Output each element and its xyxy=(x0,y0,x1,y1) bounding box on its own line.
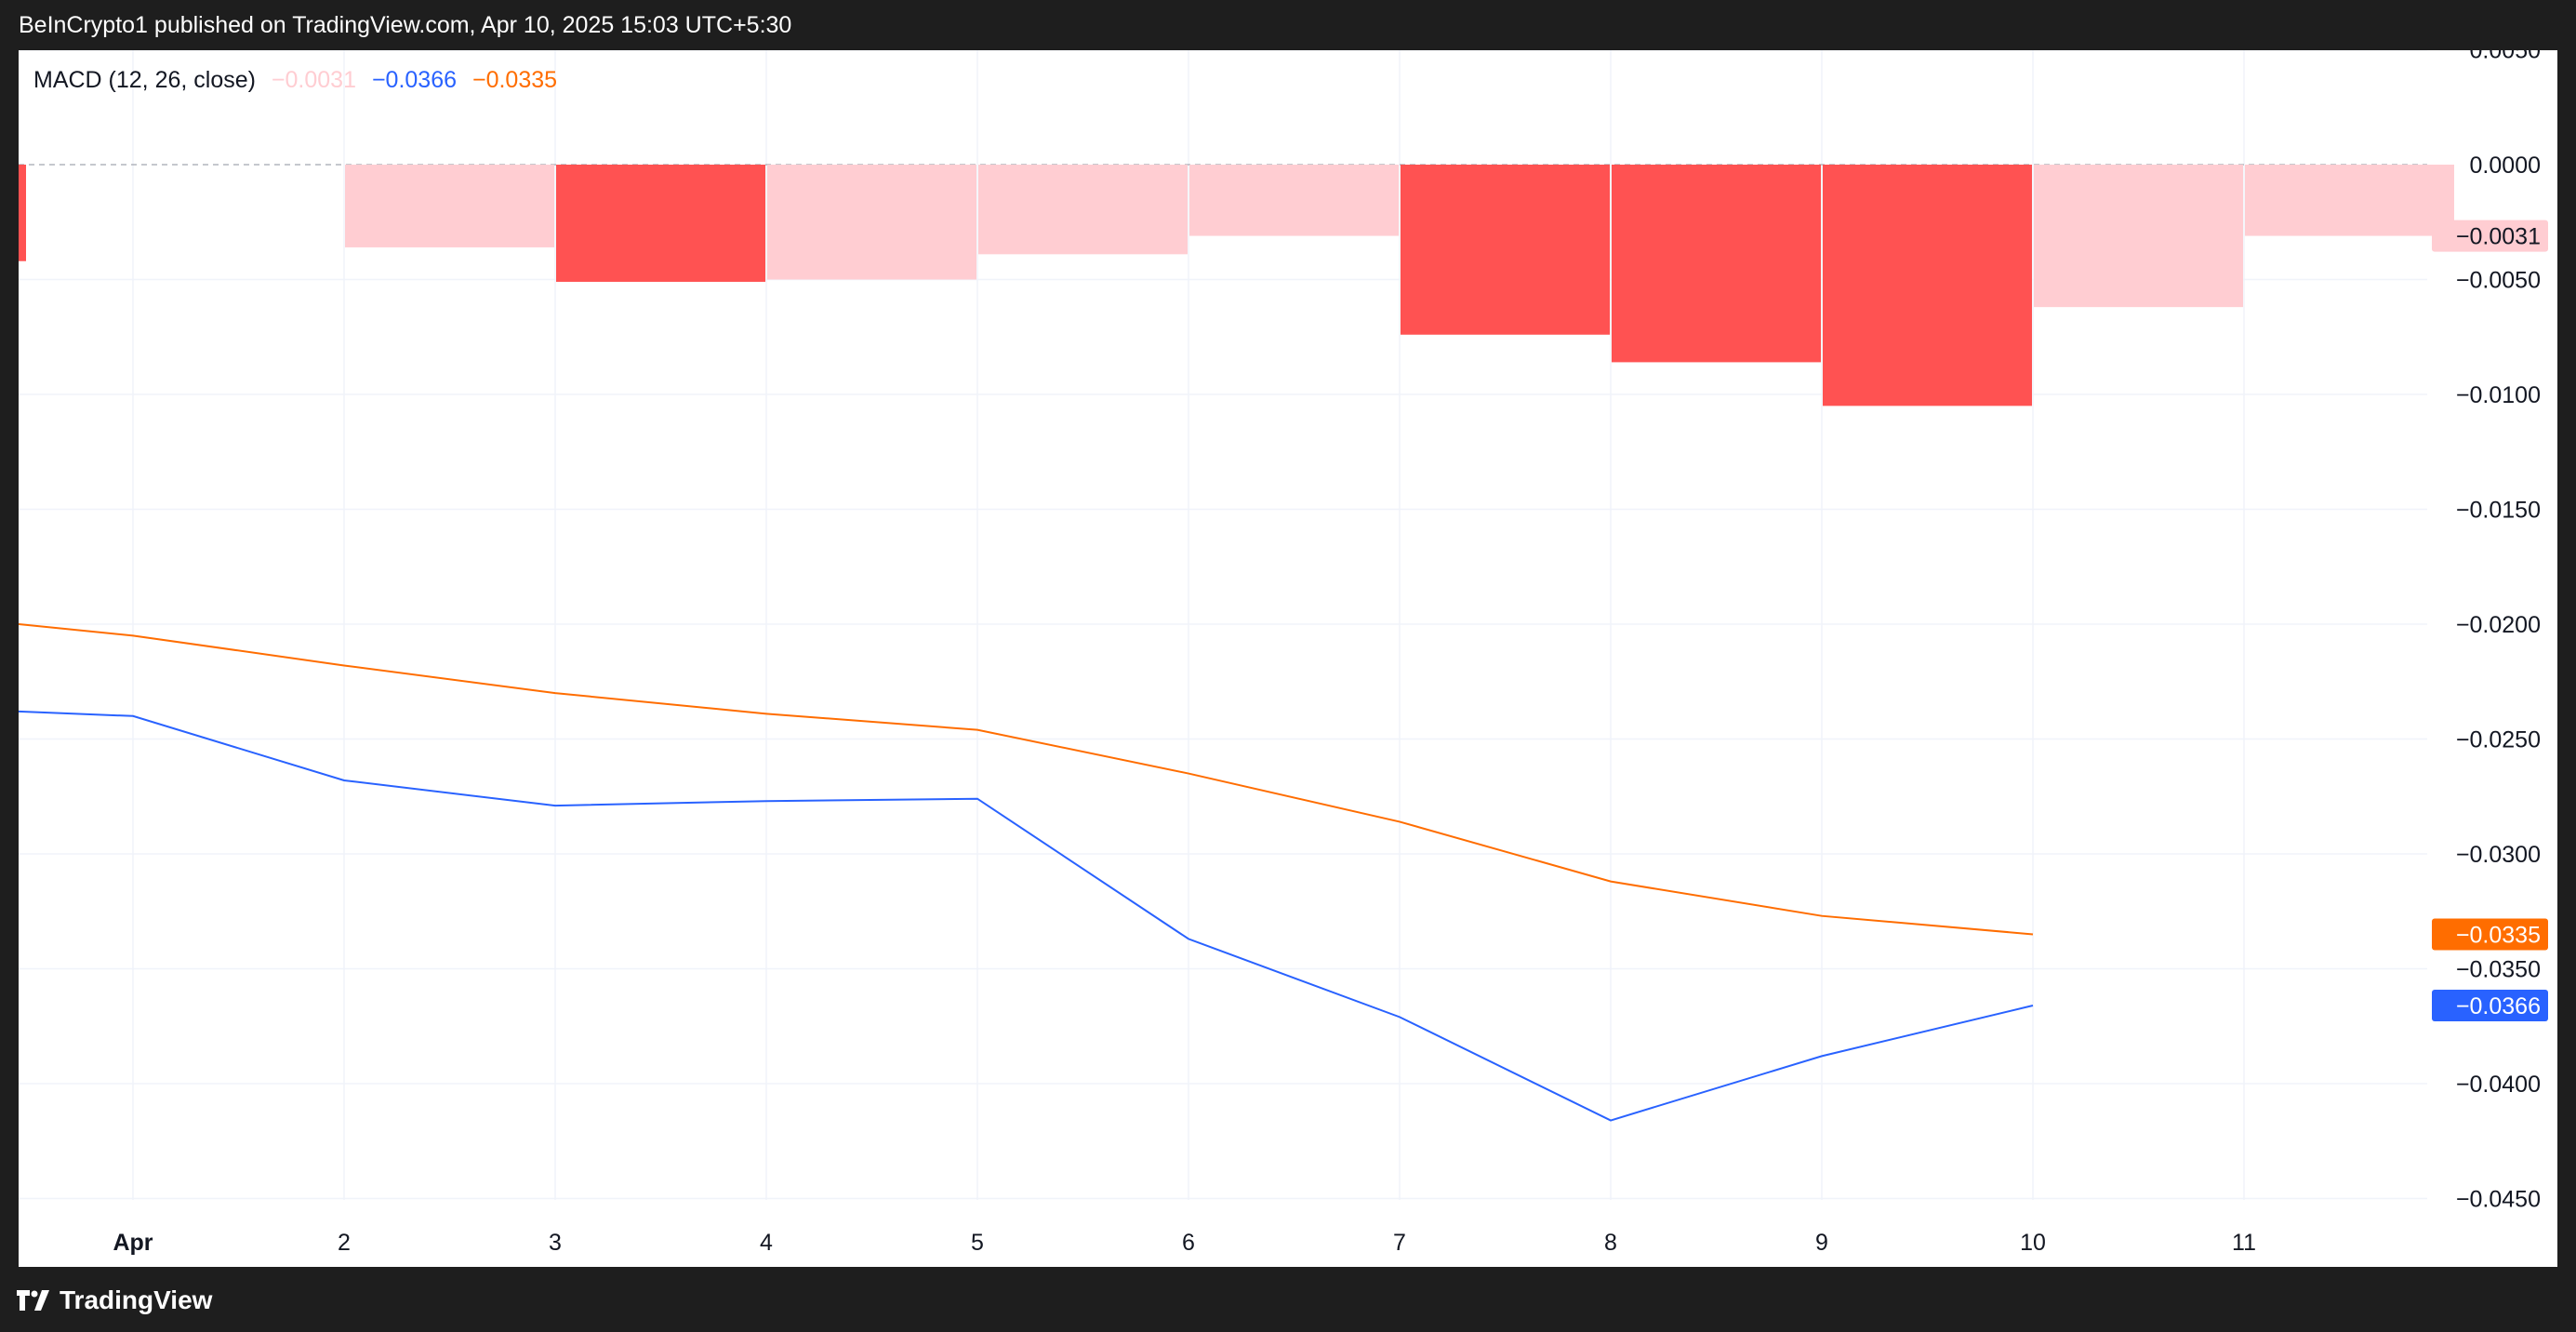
legend-signal-value: −0.0335 xyxy=(471,67,558,93)
histogram-bar xyxy=(1189,165,1399,236)
price-badge-label: −0.0031 xyxy=(2456,224,2541,250)
x-tick-label: 11 xyxy=(2232,1230,2256,1256)
price-badge xyxy=(2432,220,2548,252)
x-tick-label: 7 xyxy=(1393,1230,1406,1256)
signal-line xyxy=(19,623,2034,936)
y-tick-label: −0.0050 xyxy=(2456,268,2541,294)
x-tick-label: 5 xyxy=(971,1230,984,1256)
tradingview-brand[interactable]: TradingView xyxy=(17,1285,212,1315)
histogram-bar xyxy=(978,165,1188,255)
y-tick-label: 0.0000 xyxy=(2470,153,2541,179)
histogram-bar xyxy=(1823,165,2032,406)
x-tick-label: 4 xyxy=(760,1230,773,1256)
legend-macd-value: −0.0366 xyxy=(371,67,458,93)
y-tick-label: −0.0150 xyxy=(2456,498,2541,524)
y-tick-label: −0.0300 xyxy=(2456,842,2541,868)
y-tick-label: −0.0250 xyxy=(2456,727,2541,753)
brand-name: TradingView xyxy=(60,1285,213,1314)
x-tick-label: 9 xyxy=(1815,1230,1828,1256)
y-tick-label: −0.0450 xyxy=(2456,1187,2541,1213)
histogram-bar xyxy=(767,165,976,280)
price-badge-label: −0.0335 xyxy=(2456,922,2541,948)
y-tick-label: −0.0100 xyxy=(2456,382,2541,408)
histogram-bar xyxy=(2245,165,2454,236)
histogram-bar xyxy=(1612,165,1821,363)
tradingview-logo-icon xyxy=(17,1290,49,1311)
macd-chart: 0.0050 0.0000 −0.0050 −0.0100 −0.0150 −0.0200… xyxy=(19,50,2548,1256)
published-info: BeInCrypto1 published on TradingView.com… xyxy=(19,12,792,38)
x-tick-label: 3 xyxy=(549,1230,562,1256)
x-tick-label: 6 xyxy=(1182,1230,1195,1256)
y-tick-label: 0.0050 xyxy=(2470,50,2541,64)
y-tick-label: −0.0200 xyxy=(2456,612,2541,638)
y-tick-label: −0.0400 xyxy=(2456,1072,2541,1098)
chart-area[interactable]: 0.0050 0.0000 −0.0050 −0.0100 −0.0150 −0.0200… xyxy=(19,50,2557,1267)
histogram-bar xyxy=(345,165,554,247)
x-tick-label: Apr xyxy=(113,1230,153,1256)
price-badge xyxy=(2432,990,2548,1022)
legend: MACD (12, 26, close) −0.0031 −0.0366 −0.… xyxy=(33,67,566,94)
top-bar: BeInCrypto1 published on TradingView.com… xyxy=(0,0,2576,50)
price-badge xyxy=(2432,918,2548,951)
macd-line xyxy=(19,710,2034,1122)
y-tick-label: −0.0350 xyxy=(2456,957,2541,983)
legend-title: MACD (12, 26, close) xyxy=(33,67,256,93)
footer-bar: TradingView xyxy=(0,1267,2576,1332)
price-badge-label: −0.0366 xyxy=(2456,993,2541,1019)
x-tick-label: 2 xyxy=(338,1230,351,1256)
x-tick-label: 10 xyxy=(2020,1230,2046,1256)
histogram-bar xyxy=(2034,165,2243,308)
histogram-bar xyxy=(19,165,26,261)
histogram-bar xyxy=(1401,165,1610,335)
histogram-bar xyxy=(556,165,765,282)
legend-histogram-value: −0.0031 xyxy=(271,67,356,93)
x-tick-label: 8 xyxy=(1604,1230,1617,1256)
